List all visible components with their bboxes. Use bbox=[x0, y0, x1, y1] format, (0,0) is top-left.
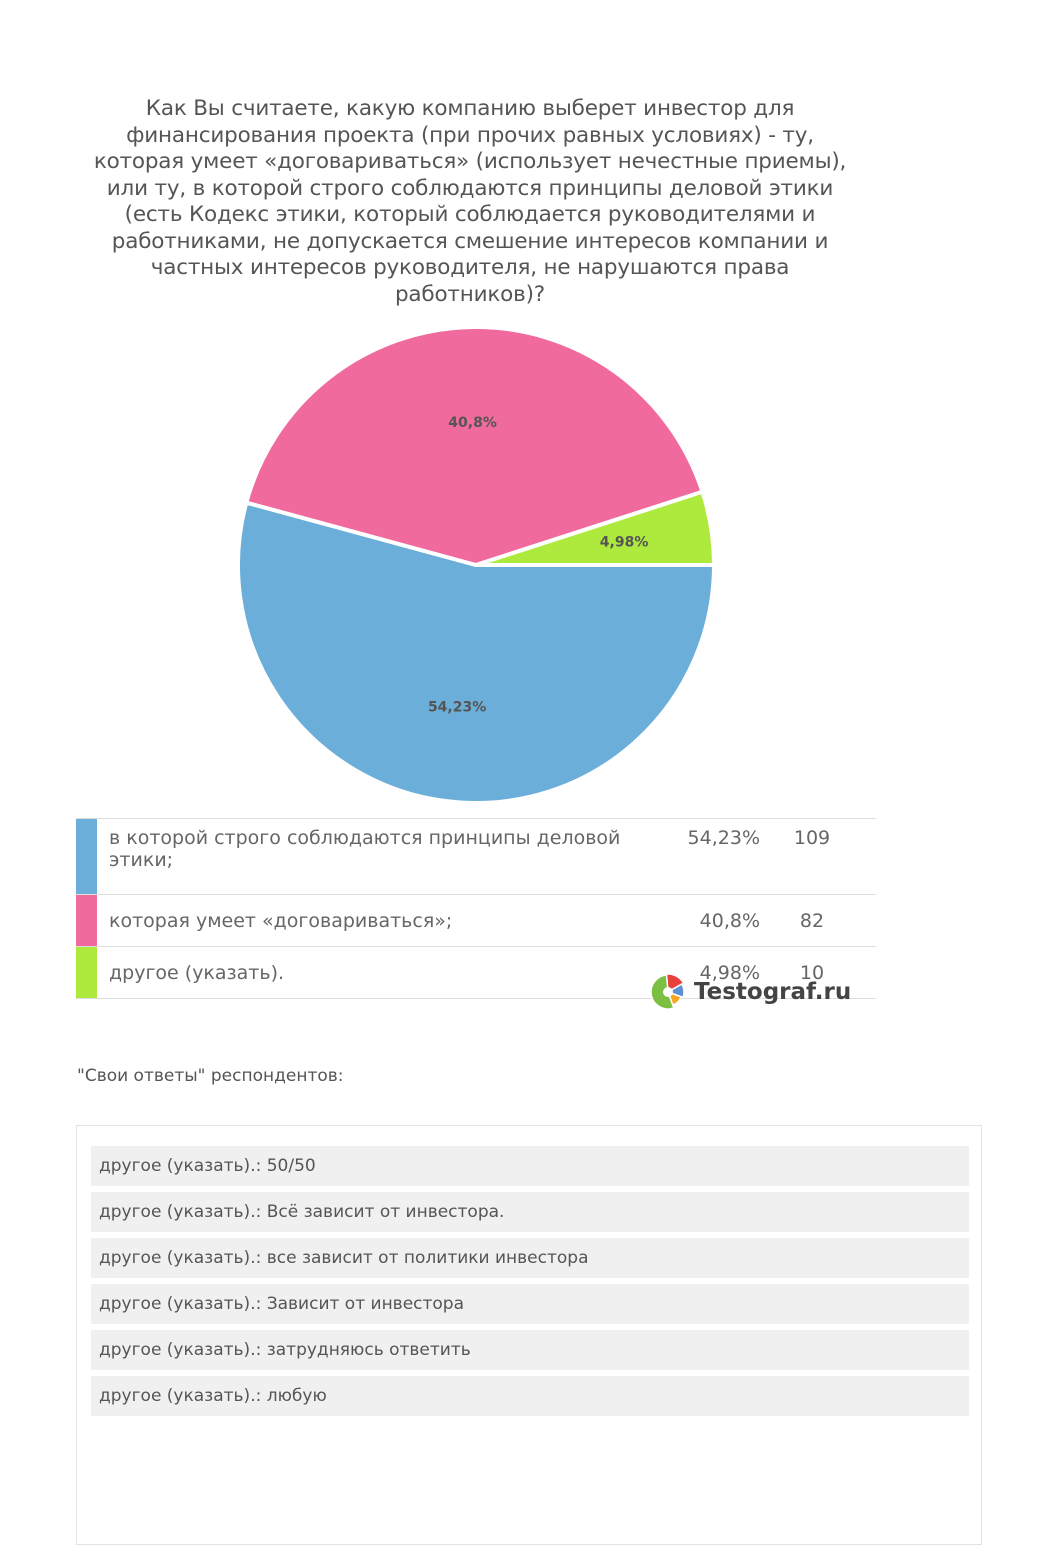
logo-center bbox=[663, 987, 673, 997]
legend-row: в которой строго соблюдаются принципы де… bbox=[76, 818, 876, 895]
chart-title: Как Вы считаете, какую компанию выберет … bbox=[93, 96, 847, 307]
logo-wedge bbox=[650, 974, 675, 1010]
logo-wedge bbox=[665, 973, 685, 994]
legend-count: 82 bbox=[768, 894, 876, 947]
answer-item: другое (указать).: 50/50 bbox=[91, 1146, 969, 1186]
own-answers-panel: другое (указать).: 50/50 другое (указать… bbox=[76, 1125, 982, 1545]
answer-item: другое (указать).: Всё зависит от инвест… bbox=[91, 1192, 969, 1232]
logo-wedge bbox=[666, 982, 685, 999]
testograf-logo: Testograf.ru bbox=[648, 970, 851, 1014]
own-answers-heading: "Свои ответы" респондентов: bbox=[77, 1066, 344, 1086]
legend-label: другое (указать). bbox=[97, 946, 640, 999]
own-answers-list: другое (указать).: 50/50 другое (указать… bbox=[91, 1146, 969, 1422]
legend-percent: 40,8% bbox=[640, 894, 768, 947]
legend-table: в которой строго соблюдаются принципы де… bbox=[76, 818, 876, 999]
legend-swatch bbox=[76, 894, 97, 947]
legend-label: которая умеет «договариваться»; bbox=[97, 894, 640, 947]
logo-text: Testograf.ru bbox=[694, 979, 852, 1005]
legend-row: другое (указать). 4,98% 10 bbox=[76, 946, 876, 999]
pie-slice bbox=[474, 489, 716, 567]
pie-slice-label: 4,98% bbox=[600, 535, 649, 551]
pie-slice-label: 40,8% bbox=[448, 415, 497, 431]
legend-swatch bbox=[76, 818, 97, 895]
legend-percent: 54,23% bbox=[640, 818, 768, 895]
legend-label: в которой строго соблюдаются принципы де… bbox=[97, 818, 640, 895]
legend-count: 10 bbox=[768, 946, 876, 999]
pie-chart: 54,23% 40,8% 4,98% bbox=[236, 325, 716, 805]
pie-slice bbox=[244, 325, 705, 567]
legend-count: 109 bbox=[768, 818, 876, 895]
answer-item: другое (указать).: затрудняюсь ответить bbox=[91, 1330, 969, 1370]
answer-item: другое (указать).: любую bbox=[91, 1376, 969, 1416]
answer-item: другое (указать).: все зависит от полити… bbox=[91, 1238, 969, 1278]
pie-slice bbox=[236, 500, 716, 805]
logo-pie-icon bbox=[650, 973, 685, 1010]
legend-swatch bbox=[76, 946, 97, 999]
pie-slice-label: 54,23% bbox=[428, 700, 486, 716]
answer-item: другое (указать).: Зависит от инвестора bbox=[91, 1284, 969, 1324]
legend-row: которая умеет «договариваться»; 40,8% 82 bbox=[76, 894, 876, 947]
